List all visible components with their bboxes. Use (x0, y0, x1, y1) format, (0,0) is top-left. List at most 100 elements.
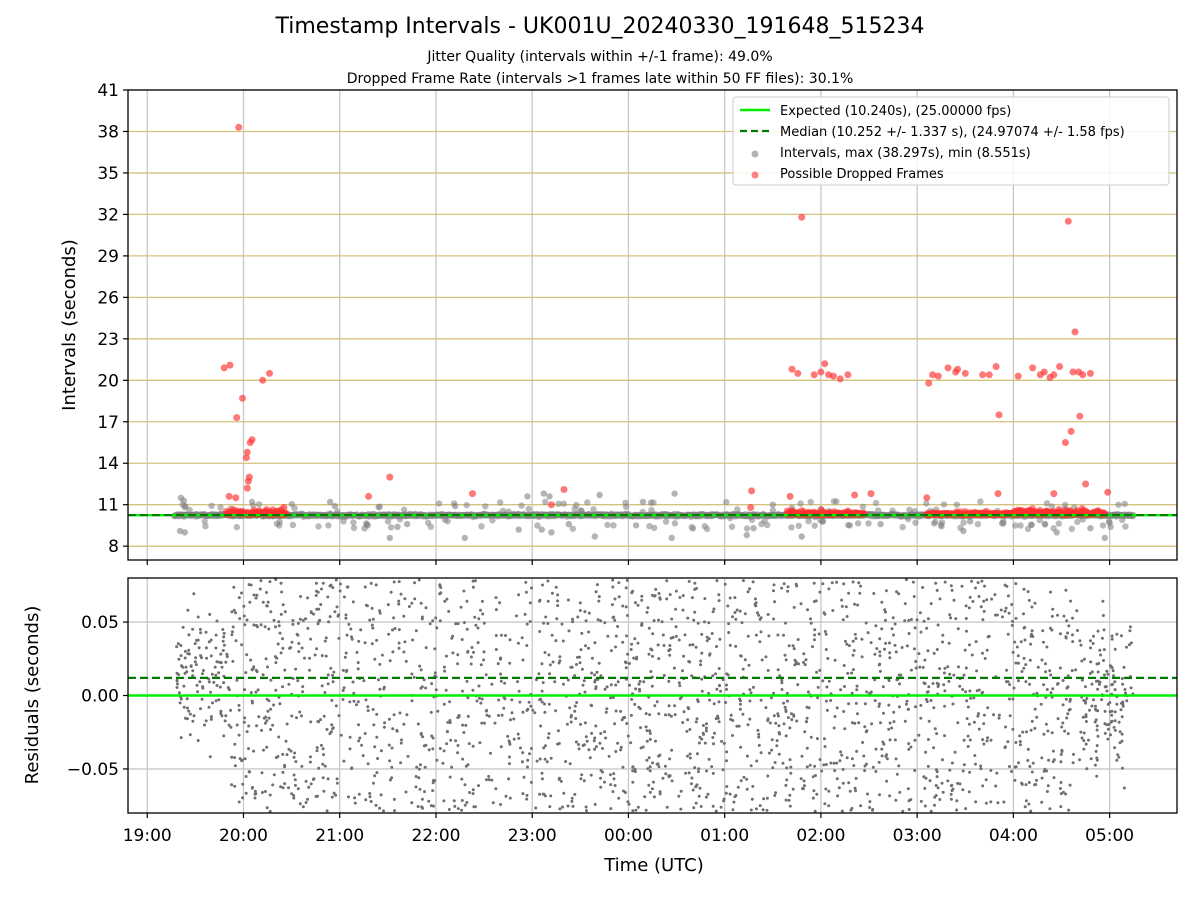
residual-point (777, 752, 781, 756)
residual-point (175, 686, 179, 689)
residual-point (373, 774, 377, 778)
residual-point (184, 665, 188, 669)
residual-point (1049, 673, 1053, 677)
residual-point (343, 655, 347, 659)
residual-point (480, 599, 484, 603)
residual-point (472, 650, 475, 654)
residual-point (869, 641, 873, 645)
residual-point (307, 785, 311, 789)
residual-point (823, 802, 827, 806)
residual-point (893, 643, 897, 647)
residual-point (756, 728, 760, 732)
residual-point (1110, 637, 1114, 641)
residual-point (907, 808, 911, 811)
residual-point (257, 715, 261, 719)
interval-outlier-point (452, 502, 459, 510)
residual-point (972, 696, 976, 700)
residual-point (715, 645, 718, 648)
residual-point (1116, 753, 1120, 757)
residual-point (306, 797, 309, 801)
residual-point (520, 760, 524, 764)
residual-point (1042, 683, 1046, 687)
residual-point (755, 759, 759, 763)
residual-point (762, 797, 766, 801)
legend-label: Possible Dropped Frames (780, 167, 944, 182)
residual-point (970, 579, 974, 583)
residual-point (380, 653, 384, 657)
residual-point (898, 790, 902, 794)
residual-point (968, 770, 972, 774)
residual-point (504, 634, 507, 637)
residual-point (1067, 708, 1071, 712)
residual-point (677, 794, 681, 798)
residual-point (571, 620, 575, 624)
residual-point (176, 682, 179, 686)
residual-point (1101, 599, 1105, 603)
residual-point (499, 745, 503, 749)
residual-point (214, 673, 218, 677)
residual-point (1088, 708, 1091, 712)
residual-point (1095, 774, 1099, 778)
residual-point (962, 738, 966, 742)
residual-point (538, 757, 542, 761)
interval-point (463, 502, 470, 509)
upper-panel-intervals (171, 123, 1137, 542)
residual-point (965, 629, 968, 633)
residual-point (749, 764, 753, 768)
residual-point (319, 718, 322, 722)
interval-point (805, 518, 812, 525)
residual-point (194, 663, 198, 667)
residual-point (904, 578, 908, 582)
residual-point (529, 747, 533, 750)
residual-point (594, 745, 598, 749)
residual-point (510, 698, 514, 702)
residual-point (320, 684, 324, 688)
residual-point (186, 608, 190, 612)
dropped-frame-point (1064, 217, 1072, 225)
residual-point (460, 638, 464, 641)
dropped-frame-point (929, 371, 937, 379)
residual-point (1084, 720, 1088, 723)
residual-point (370, 642, 374, 646)
residual-point (1085, 697, 1089, 700)
residual-point (213, 665, 217, 669)
residual-point (219, 652, 223, 656)
residual-point (1017, 761, 1020, 765)
residual-point (573, 792, 577, 796)
residual-point (1018, 743, 1022, 747)
residual-point (1117, 720, 1121, 724)
residual-point (414, 629, 418, 633)
interval-point (577, 507, 584, 514)
residual-point (658, 792, 662, 796)
residual-point (1058, 632, 1062, 636)
interval-point (723, 498, 730, 506)
residual-point (546, 736, 550, 740)
residual-point (935, 732, 939, 736)
residual-point (225, 652, 229, 656)
residual-point (204, 719, 208, 723)
residual-point (731, 719, 735, 722)
x-tick-label: 03:00 (893, 826, 942, 846)
residual-point (805, 720, 808, 724)
residual-point (590, 671, 594, 675)
interval-point (584, 499, 591, 506)
residual-point (461, 689, 464, 693)
residual-point (387, 632, 391, 636)
residual-point (647, 756, 651, 760)
residual-point (835, 706, 839, 710)
residual-point (999, 608, 1003, 612)
residual-point (757, 743, 761, 747)
residual-point (853, 721, 857, 725)
residual-point (1094, 704, 1097, 708)
residual-point (330, 698, 334, 702)
residual-point (909, 745, 913, 749)
residual-point (535, 759, 539, 763)
residual-point (1019, 640, 1023, 644)
residual-point (686, 718, 690, 722)
residual-point (982, 742, 986, 746)
residual-point (577, 747, 581, 751)
residual-point (281, 646, 285, 650)
residual-point (320, 654, 324, 658)
residual-point (543, 702, 546, 706)
residual-point (351, 680, 355, 684)
